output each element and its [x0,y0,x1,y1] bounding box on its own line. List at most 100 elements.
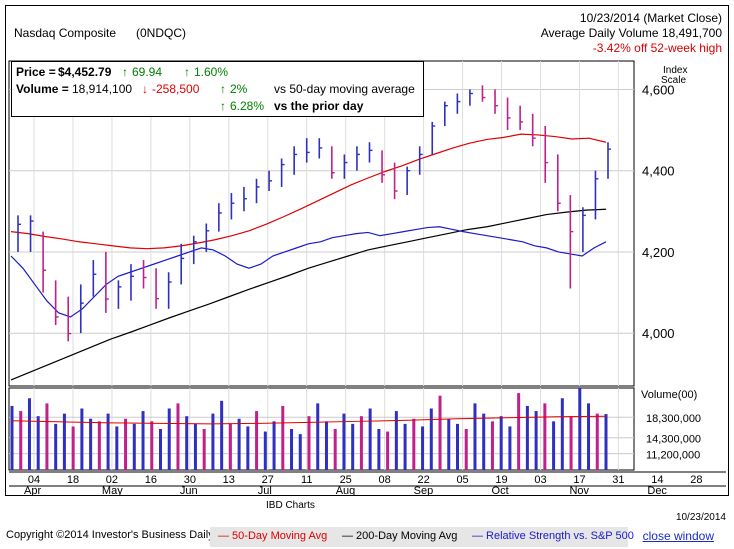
volume-bar [604,414,608,470]
volume-bar [595,413,599,470]
volume-bar [97,421,101,470]
legend: — 50-Day Moving Avg — 200-Day Moving Avg… [210,527,634,547]
volume-bar [36,416,40,470]
volume-bar [132,423,136,470]
volume-bar [447,418,451,470]
y-axis-label: Scale [661,75,686,86]
x-tick-label: 25 [340,474,352,486]
volume-bar [54,423,58,470]
ma50-line [10,133,607,250]
x-tick-label: 30 [184,474,196,486]
volume-bar [211,413,215,470]
volume-bar [421,426,425,470]
x-month-label: Dec [647,485,667,495]
volume-bar [237,418,241,470]
volume-prior-arrow-icon: ↑ [220,99,226,113]
x-month-label: Apr [24,485,41,495]
x-month-label: Jun [180,485,198,495]
volume-bar [19,411,23,470]
volume-vs-ma-pct: 2% [230,82,248,96]
volume-bar [342,413,346,470]
volume-bar [45,403,49,470]
price-change: 69.94 [132,65,163,79]
y-tick-label: 4,600 [642,82,675,97]
volume-bar [80,408,84,470]
x-tick-label: 18 [67,474,79,486]
price-label: Price = [16,65,56,79]
volume-axis-label: Volume(00) [641,389,697,401]
volume-ma-arrow-icon: ↑ [220,82,226,96]
y-tick-label: 4,000 [642,326,675,341]
x-tick-label: 27 [262,474,274,486]
close-window-link[interactable]: close window [642,529,714,543]
volume-bar [176,403,180,470]
legend-ma200: — 200-Day Moving Avg [342,530,458,542]
x-month-label: Aug [336,485,356,495]
volume-bar [202,429,206,470]
volume-bar [324,421,328,470]
volume-bar [386,431,390,470]
volume-bar [298,434,302,470]
x-tick-label: 17 [573,474,585,486]
ma200-line [10,208,607,381]
volume-bar [377,429,381,470]
x-tick-label: 11 [301,474,312,486]
x-tick-label: 08 [379,474,391,486]
volume-vs-prior-pct: 6.28% [230,99,265,113]
volume-bar [27,398,31,470]
info-box: Price = $4,452.79 ↑ 69.94 ↑ 1.60% Volume… [11,61,424,117]
footer: Copyright ©2014 Investor's Business Dail… [0,525,734,549]
volume-tick-label: 14,300,000 [646,434,701,446]
volume-bar [71,426,75,470]
legend-ma50: — 50-Day Moving Avg [218,530,328,542]
volume-bar [281,405,285,470]
volume-bar [499,416,503,470]
x-month-label: Sep [414,485,434,495]
volume-bar [159,429,162,470]
volume-value: 18,914,100 [72,82,133,96]
index-symbol: (0NDQC) [136,26,186,40]
footer-date: 10/23/2014 [675,512,726,523]
y-tick-label: 4,200 [642,245,675,260]
volume-bar [193,423,197,470]
volume-bar [333,429,337,470]
x-month-label: Nov [569,485,589,495]
volume-bar [62,413,66,470]
volume-bar [115,426,119,470]
volume-bar [307,416,311,470]
volume-bar [316,403,320,470]
off-52-week-high: -3.42% off 52-week high [592,41,722,55]
x-month-label: Oct [492,485,509,495]
volume-bar [543,403,547,470]
volume-bar [141,411,145,470]
volume-bar [228,423,232,470]
x-tick-label: 16 [145,474,157,486]
volume-bar [359,416,363,470]
volume-bar [560,398,564,470]
chart-frame: Nasdaq Composite (0NDQC) 10/23/2014 (Mar… [5,5,729,496]
volume-bar [185,416,189,470]
volume-bar [89,418,93,470]
volume-bar [456,423,459,470]
x-month-label: Jul [258,485,272,495]
index-name: Nasdaq Composite [14,26,117,40]
volume-bar [482,413,486,470]
volume-bar [473,403,477,470]
x-tick-label: 05 [456,474,468,486]
volume-ma50-line [11,415,607,425]
volume-bar [394,411,398,470]
volume-label: Volume = [16,82,69,96]
x-tick-label: 14 [651,474,663,486]
copyright: Copyright ©2014 Investor's Business Dail… [6,529,214,541]
rs-line [10,226,607,318]
volume-bar [403,423,407,470]
x-tick-label: 03 [534,474,546,486]
average-daily-volume: Average Daily Volume 18,491,700 [540,26,722,40]
volume-bar [368,408,372,470]
volume-bar [351,423,355,470]
ibd-charts-label: IBD Charts [266,500,315,511]
volume-change: -258,500 [152,82,200,96]
price-change-pct: 1.60% [194,65,229,79]
volume-bar [508,426,512,470]
volume-bar [220,400,224,470]
